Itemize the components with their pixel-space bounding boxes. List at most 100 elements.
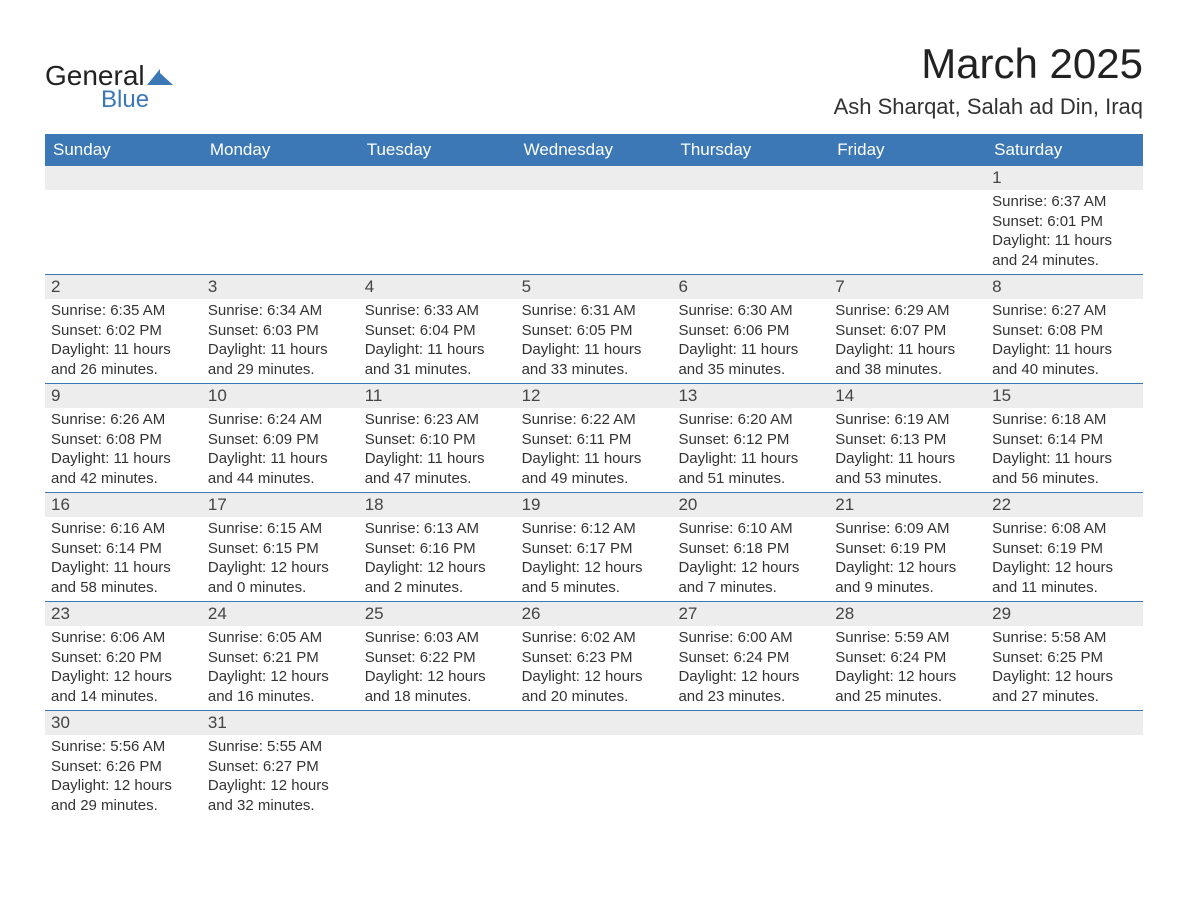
day-line: Sunset: 6:19 PM	[835, 539, 980, 559]
day-cell	[359, 711, 516, 819]
day-body: Sunrise: 6:23 AMSunset: 6:10 PMDaylight:…	[359, 408, 516, 492]
day-line: Sunset: 6:19 PM	[992, 539, 1137, 559]
day-header: Friday	[829, 134, 986, 166]
day-number: 15	[986, 384, 1143, 408]
day-cell	[45, 166, 202, 274]
day-cell: 9Sunrise: 6:26 AMSunset: 6:08 PMDaylight…	[45, 384, 202, 492]
day-number	[672, 711, 829, 735]
day-body: Sunrise: 6:24 AMSunset: 6:09 PMDaylight:…	[202, 408, 359, 492]
header: General Blue March 2025 Ash Sharqat, Sal…	[45, 40, 1143, 120]
title-block: March 2025 Ash Sharqat, Salah ad Din, Ir…	[834, 40, 1143, 120]
day-body: Sunrise: 6:31 AMSunset: 6:05 PMDaylight:…	[516, 299, 673, 383]
day-cell: 12Sunrise: 6:22 AMSunset: 6:11 PMDayligh…	[516, 384, 673, 492]
day-line: Sunrise: 6:19 AM	[835, 410, 980, 430]
day-line: Sunrise: 6:27 AM	[992, 301, 1137, 321]
day-line: Sunrise: 6:20 AM	[678, 410, 823, 430]
day-number: 2	[45, 275, 202, 299]
day-header: Wednesday	[516, 134, 673, 166]
day-line: Sunset: 6:27 PM	[208, 757, 353, 777]
day-line: Sunset: 6:15 PM	[208, 539, 353, 559]
day-number	[672, 166, 829, 190]
day-number: 27	[672, 602, 829, 626]
day-body: Sunrise: 6:15 AMSunset: 6:15 PMDaylight:…	[202, 517, 359, 601]
day-line: Sunrise: 6:13 AM	[365, 519, 510, 539]
day-line: Daylight: 11 hours and 35 minutes.	[678, 340, 823, 379]
day-header: Sunday	[45, 134, 202, 166]
day-line: Daylight: 12 hours and 14 minutes.	[51, 667, 196, 706]
day-line: Sunset: 6:16 PM	[365, 539, 510, 559]
day-body: Sunrise: 6:02 AMSunset: 6:23 PMDaylight:…	[516, 626, 673, 710]
day-line: Sunset: 6:20 PM	[51, 648, 196, 668]
day-line: Sunset: 6:11 PM	[522, 430, 667, 450]
location: Ash Sharqat, Salah ad Din, Iraq	[834, 94, 1143, 120]
day-cell: 5Sunrise: 6:31 AMSunset: 6:05 PMDaylight…	[516, 275, 673, 383]
day-number	[986, 711, 1143, 735]
day-line: Sunrise: 5:58 AM	[992, 628, 1137, 648]
day-line: Sunset: 6:05 PM	[522, 321, 667, 341]
day-header: Monday	[202, 134, 359, 166]
day-number: 24	[202, 602, 359, 626]
day-number	[202, 166, 359, 190]
day-cell: 7Sunrise: 6:29 AMSunset: 6:07 PMDaylight…	[829, 275, 986, 383]
day-line: Sunset: 6:03 PM	[208, 321, 353, 341]
day-number: 17	[202, 493, 359, 517]
day-number: 10	[202, 384, 359, 408]
day-line: Daylight: 11 hours and 42 minutes.	[51, 449, 196, 488]
day-cell: 13Sunrise: 6:20 AMSunset: 6:12 PMDayligh…	[672, 384, 829, 492]
day-header: Saturday	[986, 134, 1143, 166]
day-line: Sunset: 6:01 PM	[992, 212, 1137, 232]
week-row: 30Sunrise: 5:56 AMSunset: 6:26 PMDayligh…	[45, 710, 1143, 819]
day-number: 28	[829, 602, 986, 626]
day-number: 11	[359, 384, 516, 408]
day-cell	[829, 166, 986, 274]
day-number: 1	[986, 166, 1143, 190]
day-line: Sunrise: 6:09 AM	[835, 519, 980, 539]
day-line: Daylight: 11 hours and 44 minutes.	[208, 449, 353, 488]
day-line: Daylight: 11 hours and 51 minutes.	[678, 449, 823, 488]
day-cell	[829, 711, 986, 819]
day-line: Daylight: 12 hours and 7 minutes.	[678, 558, 823, 597]
day-cell: 26Sunrise: 6:02 AMSunset: 6:23 PMDayligh…	[516, 602, 673, 710]
day-cell: 27Sunrise: 6:00 AMSunset: 6:24 PMDayligh…	[672, 602, 829, 710]
day-line: Sunset: 6:23 PM	[522, 648, 667, 668]
day-number: 16	[45, 493, 202, 517]
flag-icon	[147, 67, 173, 85]
day-cell: 2Sunrise: 6:35 AMSunset: 6:02 PMDaylight…	[45, 275, 202, 383]
day-number: 31	[202, 711, 359, 735]
day-number: 22	[986, 493, 1143, 517]
day-cell	[986, 711, 1143, 819]
day-line: Daylight: 11 hours and 49 minutes.	[522, 449, 667, 488]
day-cell: 10Sunrise: 6:24 AMSunset: 6:09 PMDayligh…	[202, 384, 359, 492]
day-line: Sunrise: 6:29 AM	[835, 301, 980, 321]
day-line: Sunrise: 5:56 AM	[51, 737, 196, 757]
day-line: Sunrise: 6:08 AM	[992, 519, 1137, 539]
day-number: 3	[202, 275, 359, 299]
day-line: Daylight: 12 hours and 20 minutes.	[522, 667, 667, 706]
day-line: Sunset: 6:24 PM	[835, 648, 980, 668]
day-header-row: SundayMondayTuesdayWednesdayThursdayFrid…	[45, 134, 1143, 166]
day-line: Sunset: 6:26 PM	[51, 757, 196, 777]
day-cell	[516, 166, 673, 274]
day-body: Sunrise: 6:27 AMSunset: 6:08 PMDaylight:…	[986, 299, 1143, 383]
day-cell: 28Sunrise: 5:59 AMSunset: 6:24 PMDayligh…	[829, 602, 986, 710]
day-body: Sunrise: 6:29 AMSunset: 6:07 PMDaylight:…	[829, 299, 986, 383]
day-line: Daylight: 11 hours and 53 minutes.	[835, 449, 980, 488]
day-body: Sunrise: 6:00 AMSunset: 6:24 PMDaylight:…	[672, 626, 829, 710]
day-number	[359, 166, 516, 190]
day-line: Daylight: 12 hours and 27 minutes.	[992, 667, 1137, 706]
day-line: Sunset: 6:25 PM	[992, 648, 1137, 668]
day-cell: 31Sunrise: 5:55 AMSunset: 6:27 PMDayligh…	[202, 711, 359, 819]
day-line: Daylight: 11 hours and 29 minutes.	[208, 340, 353, 379]
day-cell	[672, 711, 829, 819]
day-number: 6	[672, 275, 829, 299]
day-cell: 23Sunrise: 6:06 AMSunset: 6:20 PMDayligh…	[45, 602, 202, 710]
day-body: Sunrise: 5:58 AMSunset: 6:25 PMDaylight:…	[986, 626, 1143, 710]
day-cell: 8Sunrise: 6:27 AMSunset: 6:08 PMDaylight…	[986, 275, 1143, 383]
day-line: Daylight: 12 hours and 2 minutes.	[365, 558, 510, 597]
day-cell: 3Sunrise: 6:34 AMSunset: 6:03 PMDaylight…	[202, 275, 359, 383]
day-line: Sunrise: 6:12 AM	[522, 519, 667, 539]
day-line: Sunrise: 6:15 AM	[208, 519, 353, 539]
day-body: Sunrise: 6:09 AMSunset: 6:19 PMDaylight:…	[829, 517, 986, 601]
day-line: Sunset: 6:02 PM	[51, 321, 196, 341]
day-body: Sunrise: 6:08 AMSunset: 6:19 PMDaylight:…	[986, 517, 1143, 601]
